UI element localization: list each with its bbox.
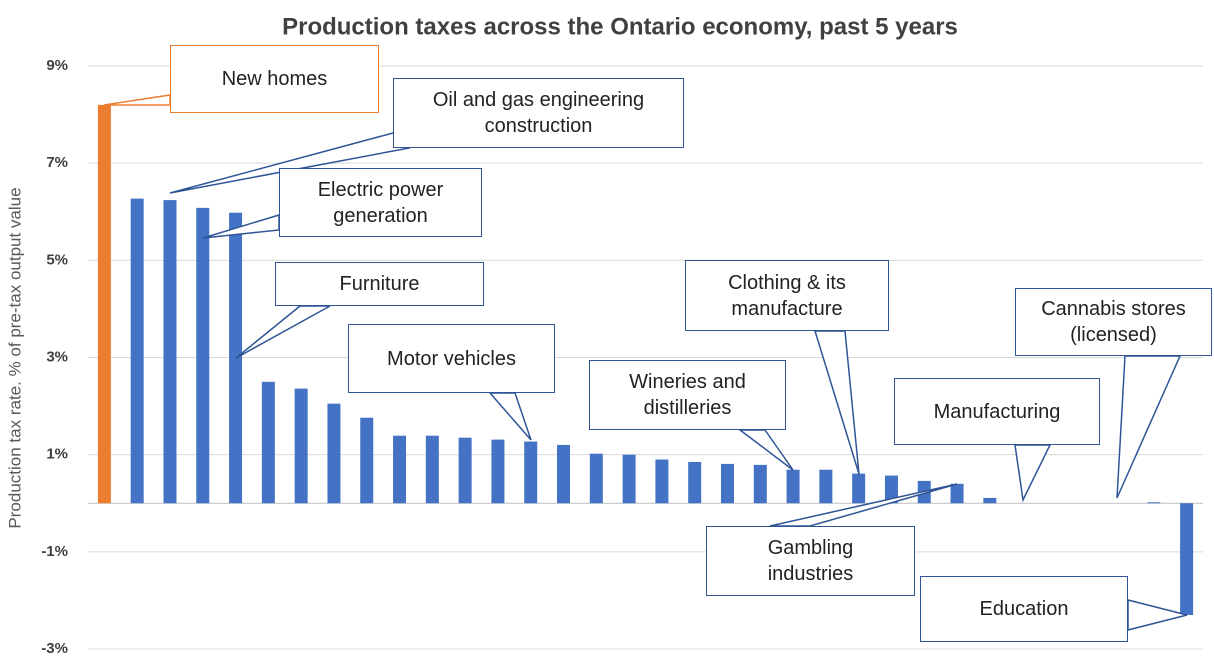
- bar: [327, 403, 341, 504]
- bar: [720, 463, 734, 504]
- bar: [261, 381, 275, 504]
- callout-pointer: [1127, 599, 1188, 631]
- callout: Wineries and distilleries: [589, 360, 786, 430]
- callout: Gambling industries: [706, 526, 915, 596]
- callout-pointer: [1116, 355, 1182, 499]
- callout-pointer: [737, 429, 794, 471]
- callout-text: Wineries and distilleries: [629, 371, 746, 419]
- bar: [1180, 503, 1194, 615]
- bar: [852, 473, 866, 504]
- callout-text: Cannabis stores (licensed): [1041, 298, 1186, 346]
- callout: Furniture: [275, 262, 484, 306]
- callout: Education: [920, 576, 1128, 642]
- y-tick-label: 3%: [46, 348, 68, 365]
- bar: [458, 437, 472, 504]
- callout-text: Electric power generation: [317, 178, 444, 227]
- callout-text: Manufacturing: [933, 400, 1061, 423]
- callout-pointer: [1014, 444, 1052, 503]
- y-tick-label: -1%: [41, 543, 68, 560]
- bar: [819, 469, 833, 504]
- callout-pointer: [488, 392, 532, 441]
- callout-pointer: [235, 305, 331, 359]
- callout-text: Furniture: [339, 273, 420, 295]
- bar: [360, 417, 374, 504]
- bar: [950, 483, 964, 504]
- callout-pointer: [103, 94, 171, 106]
- bar: [491, 439, 505, 504]
- bar: [229, 212, 243, 504]
- y-tick-label: -3%: [41, 640, 68, 657]
- bar: [688, 461, 702, 504]
- callout-text: Gambling industries: [767, 537, 854, 585]
- callout: Oil and gas engineering construction: [393, 78, 684, 148]
- callout-text: Education: [979, 598, 1069, 620]
- y-tick-label: 9%: [46, 57, 68, 74]
- y-tick-label: 1%: [46, 446, 68, 463]
- bar: [97, 104, 111, 504]
- y-tick-label: 5%: [46, 251, 68, 268]
- callout: Motor vehicles: [348, 324, 555, 393]
- chart-title: Production taxes across the Ontario econ…: [282, 13, 958, 40]
- callout: New homes: [170, 45, 379, 113]
- callout: Clothing & its manufacture: [685, 260, 889, 331]
- bar: [1147, 502, 1161, 504]
- bar: [884, 475, 898, 504]
- callout-text: New homes: [221, 68, 328, 90]
- callout: Electric power generation: [279, 168, 482, 237]
- bar: [557, 444, 571, 504]
- callout-pointer: [813, 330, 860, 475]
- y-axis-title: Production tax rate. % of pre-tax output…: [5, 187, 24, 528]
- bar: [622, 454, 636, 504]
- bar: [589, 453, 603, 504]
- bar: [786, 469, 800, 504]
- bar: [425, 435, 439, 504]
- callout-text: Clothing & its manufacture: [728, 271, 846, 320]
- bar: [655, 459, 669, 504]
- bar: [753, 464, 767, 504]
- bar: [130, 198, 144, 504]
- callout: Manufacturing: [894, 378, 1100, 445]
- callout-text: Oil and gas engineering construction: [432, 89, 645, 137]
- bar: [983, 497, 997, 504]
- bar: [294, 388, 308, 504]
- y-tick-label: 7%: [46, 154, 68, 171]
- callout-text: Motor vehicles: [387, 347, 516, 370]
- bar: [524, 441, 538, 504]
- bar: [163, 200, 177, 504]
- bar: [196, 207, 210, 504]
- bar: [393, 435, 407, 504]
- callout: Cannabis stores (licensed): [1015, 288, 1212, 356]
